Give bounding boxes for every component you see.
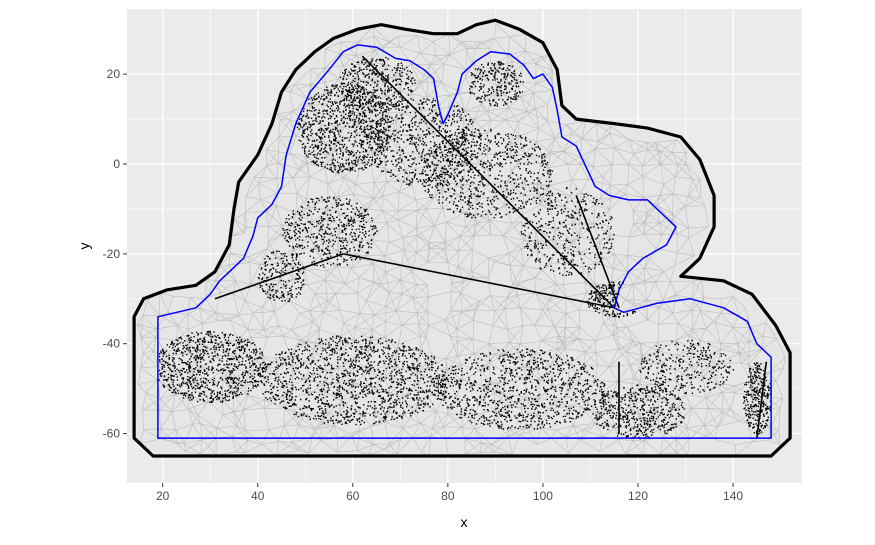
transect-line (214, 253, 344, 300)
x-tick-label: 60 (346, 489, 360, 503)
transect-line (756, 361, 768, 439)
x-tick-label: 40 (251, 489, 265, 503)
y-tick-label: -60 (103, 427, 121, 441)
x-tick-label: 120 (628, 489, 648, 503)
y-tick-label: 0 (113, 157, 120, 171)
x-tick-label: 100 (533, 489, 553, 503)
data-points (158, 56, 773, 440)
points-layer (158, 55, 773, 440)
boundary-layer (132, 18, 792, 458)
y-tick-label: -40 (103, 337, 121, 351)
y-axis-title: y (76, 243, 92, 250)
transect-line (361, 55, 615, 309)
transect-line (343, 253, 615, 309)
outer-boundary (132, 18, 792, 458)
x-axis: 20 40 60 80 100 120 140 (156, 483, 743, 503)
y-tick-label: -20 (103, 247, 121, 261)
x-tick-label: 20 (156, 489, 170, 503)
x-tick-label: 140 (723, 489, 743, 503)
x-tick-label: 80 (441, 489, 455, 503)
y-tick-label: 20 (107, 67, 121, 81)
y-axis: 20 0 -20 -40 -60 (103, 67, 127, 441)
inner-boundary (157, 44, 772, 439)
x-axis-title: x (461, 514, 468, 530)
transect-line (575, 195, 620, 309)
